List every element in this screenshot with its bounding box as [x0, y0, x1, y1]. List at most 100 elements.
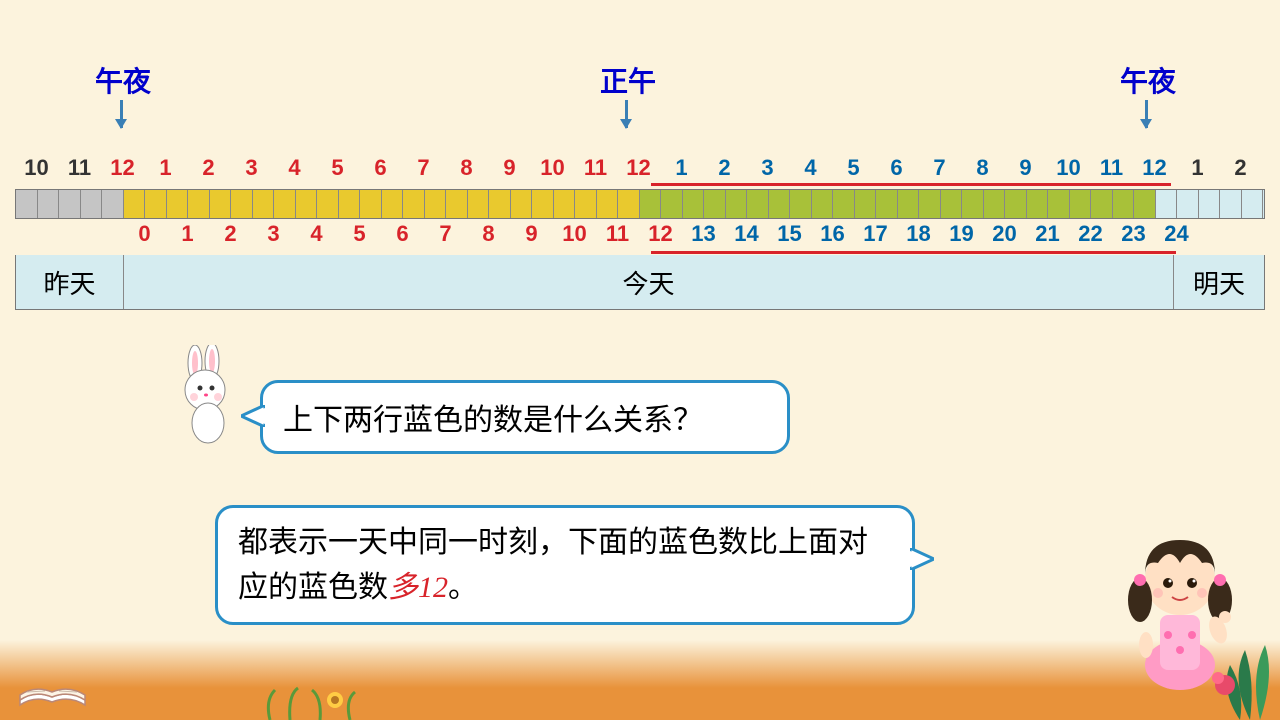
bar-segment [81, 190, 103, 218]
color-bar [15, 189, 1265, 219]
bar-segment [210, 190, 232, 218]
bar-segment [984, 190, 1006, 218]
top-num-blue: 9 [1004, 155, 1047, 185]
bottom-num-red: 0 [123, 221, 166, 251]
bottom-num-blue: 16 [811, 221, 854, 251]
bottom-num-red: 9 [510, 221, 553, 251]
bar-segment [812, 190, 834, 218]
label-noon: 正午 [600, 60, 656, 100]
top-num-blue: 8 [961, 155, 1004, 185]
bottom-num-red: 12 [639, 221, 682, 251]
bar-segment [575, 190, 597, 218]
top-num-blue: 12 [1133, 155, 1176, 185]
bar-segment [1220, 190, 1242, 218]
bunny-character [170, 345, 240, 445]
answer-bubble: 都表示一天中同一时刻，下面的蓝色数比上面对应的蓝色数多12。 [215, 505, 915, 625]
bottom-num-blue: 24 [1155, 221, 1198, 251]
bottom-num-red: 5 [338, 221, 381, 251]
bar-segment [962, 190, 984, 218]
bottom-decoration [0, 640, 1280, 720]
top-num-red: 10 [531, 155, 574, 185]
top-num-red: 12 [617, 155, 660, 185]
bar-segment [468, 190, 490, 218]
top-num-blue: 1 [660, 155, 703, 185]
bar-segment [38, 190, 60, 218]
label-tomorrow: 明天 [1174, 255, 1264, 309]
bar-segment [769, 190, 791, 218]
bar-segment [855, 190, 877, 218]
top-num-red: 7 [402, 155, 445, 185]
bar-segment [1027, 190, 1049, 218]
top-num-red: 6 [359, 155, 402, 185]
top-num-blue: 4 [789, 155, 832, 185]
bar-segment [1113, 190, 1135, 218]
top-num: 10 [15, 155, 58, 185]
bar-segment [683, 190, 705, 218]
top-num-red: 5 [316, 155, 359, 185]
grass-decoration [250, 650, 400, 720]
bar-segment [16, 190, 38, 218]
bar-segment [382, 190, 404, 218]
top-num-blue: 11 [1090, 155, 1133, 185]
bar-segment [145, 190, 167, 218]
top-num-blue: 10 [1047, 155, 1090, 185]
bottom-num-blue: 17 [854, 221, 897, 251]
bar-segment [231, 190, 253, 218]
bar-segment [597, 190, 619, 218]
bar-segment [1048, 190, 1070, 218]
bar-segment [511, 190, 533, 218]
bottom-num-red: 7 [424, 221, 467, 251]
bar-segment [876, 190, 898, 218]
answer-prefix: 都表示一天中同一时刻，下面的蓝色数比上面对应的蓝色数 [238, 526, 868, 604]
top-num: 1 [1176, 155, 1219, 185]
bar-segment [188, 190, 210, 218]
bar-segment [1070, 190, 1092, 218]
bar-segment [554, 190, 576, 218]
bar-segment [102, 190, 124, 218]
top-num-red: 9 [488, 155, 531, 185]
top-num-red: 4 [273, 155, 316, 185]
bottom-num-red: 6 [381, 221, 424, 251]
label-midnight-2: 午夜 [1120, 60, 1176, 100]
bar-segment [618, 190, 640, 218]
plant-decoration [1100, 590, 1280, 720]
bottom-num-blue: 22 [1069, 221, 1112, 251]
bar-segment [640, 190, 662, 218]
bar-segment [124, 190, 146, 218]
bar-segment [253, 190, 275, 218]
underline-bottom-blue [651, 251, 1176, 254]
top-num-blue: 5 [832, 155, 875, 185]
arrow-midnight-1 [120, 100, 123, 128]
bar-segment [704, 190, 726, 218]
label-yesterday: 昨天 [16, 255, 124, 309]
bar-segment [360, 190, 382, 218]
top-num-blue: 2 [703, 155, 746, 185]
bar-segment [296, 190, 318, 218]
bottom-num-red: 10 [553, 221, 596, 251]
bottom-num-red: 8 [467, 221, 510, 251]
top-num-red: 8 [445, 155, 488, 185]
bar-segment [833, 190, 855, 218]
label-today: 今天 [124, 255, 1174, 309]
bar-segment [1156, 190, 1178, 218]
bottom-num-blue: 14 [725, 221, 768, 251]
bar-segment [425, 190, 447, 218]
bottom-num-red: 4 [295, 221, 338, 251]
arrow-midnight-2 [1145, 100, 1148, 128]
question-text: 上下两行蓝色的数是什么关系？ [283, 404, 703, 437]
underline-top-blue [651, 183, 1171, 186]
bar-segment [446, 190, 468, 218]
bottom-num-blue: 23 [1112, 221, 1155, 251]
top-number-row: 10111212345678910111212345678910111212 [15, 155, 1265, 185]
arrow-noon [625, 100, 628, 128]
bottom-num-red: 2 [209, 221, 252, 251]
top-num-red: 3 [230, 155, 273, 185]
answer-emphasis: 多12 [388, 571, 448, 604]
top-num-red: 12 [101, 155, 144, 185]
bottom-number-row: 0123456789101112131415161718192021222324 [15, 221, 1265, 251]
bar-segment [167, 190, 189, 218]
top-num-blue: 7 [918, 155, 961, 185]
bar-segment [1005, 190, 1027, 218]
bottom-num-red: 11 [596, 221, 639, 251]
bar-segment [274, 190, 296, 218]
